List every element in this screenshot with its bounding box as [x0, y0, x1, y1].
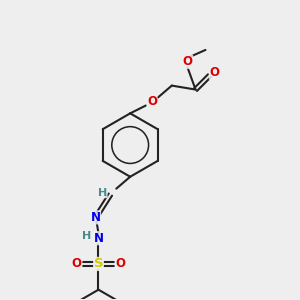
Text: S: S — [94, 257, 103, 270]
Text: H: H — [82, 231, 91, 241]
Text: H: H — [98, 188, 107, 198]
Text: O: O — [147, 95, 157, 108]
Text: N: N — [94, 232, 103, 245]
Text: O: O — [115, 257, 125, 270]
Text: O: O — [183, 55, 193, 68]
Text: O: O — [72, 257, 82, 270]
Text: N: N — [91, 211, 100, 224]
Text: O: O — [209, 66, 219, 79]
